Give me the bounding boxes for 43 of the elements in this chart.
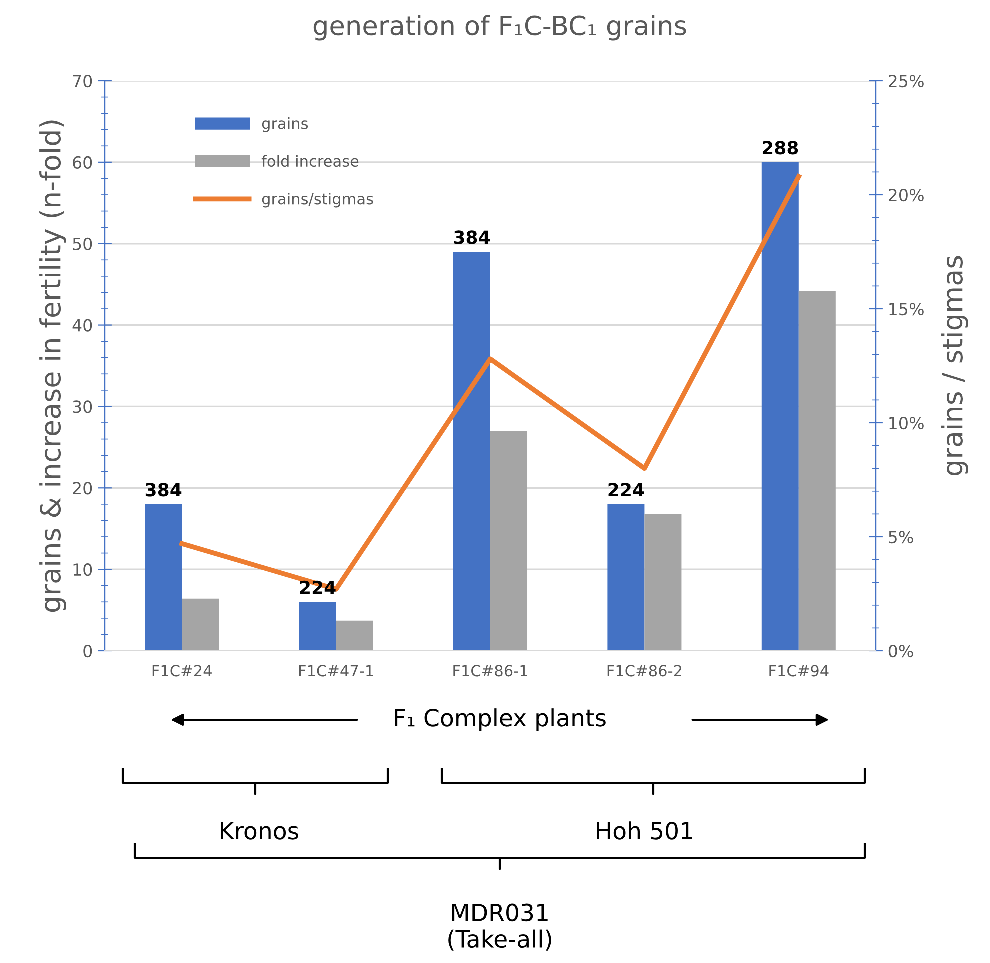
text: Hoh 501 [597,822,692,840]
y2-tick-label: 0% [888,644,914,658]
x-tick-label: F1C#86-2 [608,665,682,677]
y2-tick-label: 20% [889,188,924,202]
y-tick-label: 0 [84,644,92,658]
legend-label: grains [262,118,308,132]
y-tick-label: 60 [73,156,92,169]
legend-label: fold increase [262,155,359,168]
x-tick-label: F1C#94 [770,665,829,677]
text: MDR031 (Take-all) [448,904,552,951]
bar [299,602,336,651]
bar [336,620,374,651]
x-tick-label: F1C#86-1 [454,665,528,677]
y-tick-label: 20 [73,482,92,495]
y-tick-label: 50 [73,238,92,250]
annotation: 384 [146,483,182,497]
y-tick-label: 10 [74,564,92,576]
bar [644,514,682,651]
bar [453,252,490,651]
bar [182,598,220,651]
bar [145,504,182,651]
bar [490,431,528,651]
y2-tick-label: 10% [890,416,924,430]
y-axis-title: grains & increase in fertility (n-fold) [40,120,66,612]
x-tick-label: F1C#24 [152,665,212,677]
legend-label: grains/stigmas [262,192,374,208]
annotation: 224 [608,483,644,497]
bar [762,162,799,651]
bar [608,504,645,651]
y2-tick-label: 25% [889,74,924,88]
y2-tick-label: 15% [890,302,924,316]
annotation: 288 [762,141,798,155]
bar [798,291,836,651]
y-tick-label: 70 [73,74,92,88]
chart-title: generation of F₁C-BC₁ grains [314,15,686,41]
text: F₁ Complex plants [395,708,606,732]
x-tick-label: F1C#47-1 [299,665,374,677]
y2-axis-title: grains / stigmas [942,256,968,476]
annotation: 384 [454,230,490,244]
text: Kronos [221,822,298,840]
y-tick-label: 40 [72,319,92,332]
y2-tick-label: 5% [889,530,914,544]
y-tick-label: 30 [73,400,92,414]
